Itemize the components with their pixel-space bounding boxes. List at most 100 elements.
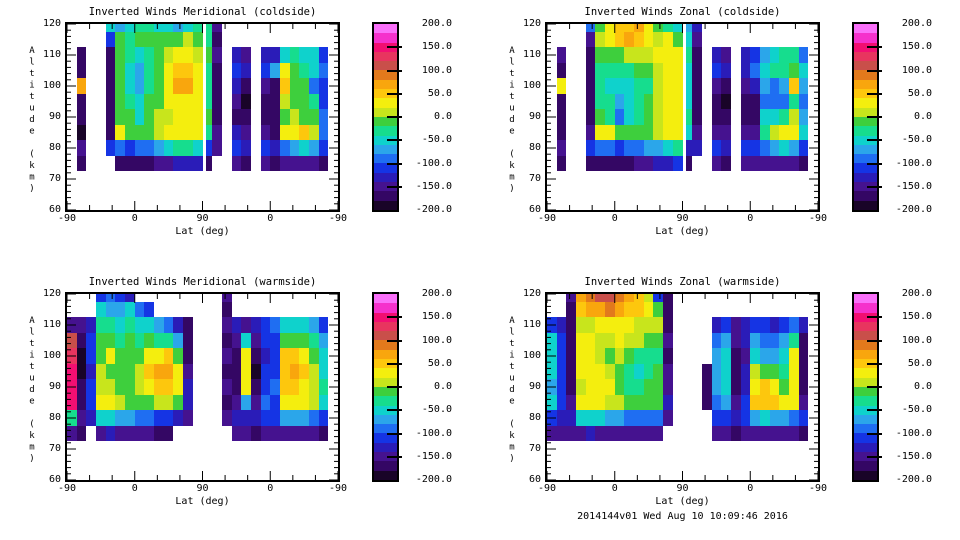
contour-cell [270, 78, 280, 94]
contour-cell [721, 317, 731, 333]
contour-cell [270, 109, 280, 125]
contour-cell [115, 31, 126, 48]
contour-cell [221, 301, 232, 318]
colorbar-tick [867, 116, 882, 118]
contour-cell [144, 394, 155, 411]
contour-cell [643, 155, 654, 172]
contour-cell [154, 93, 164, 110]
contour-cell [750, 78, 760, 94]
colorbar-band [374, 89, 397, 99]
contour-cell [634, 363, 644, 380]
contour-cell [173, 31, 184, 48]
contour-cell [595, 294, 606, 302]
contour-cell [624, 410, 635, 426]
contour-cell [653, 425, 664, 442]
contour-cell [76, 124, 87, 141]
contour-cell [154, 31, 164, 48]
contour-cell [740, 394, 751, 411]
colorbar-tick-label: -200.0 [895, 204, 932, 215]
contour-cell [721, 109, 731, 125]
contour-cell [721, 379, 731, 395]
contour-cell [163, 425, 174, 442]
contour-cell [105, 31, 116, 48]
contour-cell [711, 93, 722, 110]
contour-cell [556, 78, 567, 94]
contour-cell [595, 425, 606, 442]
contour-cell [260, 124, 271, 141]
contour-cell [605, 301, 615, 318]
contour-cell [76, 379, 87, 395]
contour-cell [614, 140, 625, 156]
contour-cell [769, 410, 780, 426]
contour-cell [289, 317, 300, 333]
contour-cell [279, 410, 290, 426]
contour-cell [585, 301, 596, 318]
contour-cell [125, 379, 135, 395]
contour-cell [183, 31, 193, 48]
contour-cell [144, 124, 155, 141]
colorbar-band [374, 294, 397, 304]
contour-cell [134, 140, 145, 156]
contour-cell [105, 301, 116, 318]
contour-cell [556, 394, 567, 411]
contour-cell [634, 62, 644, 79]
contour-cell [585, 410, 596, 426]
contour-cell [144, 410, 155, 426]
no-data-gap-line [682, 24, 686, 210]
contour-cell [105, 363, 116, 380]
contour-cell [653, 363, 664, 380]
contour-cell [663, 93, 673, 110]
colorbar-tick-label: 0.0 [913, 381, 932, 392]
contour-cell [67, 363, 77, 380]
colorbar-tick-label: -100.0 [415, 427, 452, 439]
contour-cell [634, 348, 644, 364]
contour-cell [759, 348, 770, 364]
contour-cell [299, 124, 309, 141]
colorbar-tick-label: -50.0 [421, 404, 452, 416]
colorbar-band [854, 312, 877, 322]
contour-cell [250, 317, 261, 333]
contour-cell [585, 348, 596, 364]
contour-cell [134, 93, 145, 110]
contour-cell [740, 317, 751, 333]
contour-cell [163, 363, 174, 380]
contour-cell [595, 155, 606, 172]
contour-cell [624, 348, 635, 364]
colorbar-band [854, 172, 877, 183]
contour-cell [556, 363, 567, 380]
contour-cell [105, 47, 116, 63]
contour-cell [585, 394, 596, 411]
colorbar-band [374, 377, 397, 387]
contour-cell [279, 78, 290, 94]
contour-cell [270, 47, 280, 63]
contour-cell [740, 410, 751, 426]
contour-cell [711, 78, 722, 94]
colorbar-tick-label: -50.0 [901, 134, 932, 146]
contour-cell [643, 301, 654, 318]
y-tick-label: 80 [528, 142, 541, 153]
contour-cell [183, 348, 193, 364]
axis-ticks [67, 24, 338, 210]
contour-cell [759, 109, 770, 125]
contour-cell [289, 140, 300, 156]
contour-cell [134, 24, 145, 32]
contour-cell [798, 363, 809, 380]
contour-cell [556, 425, 567, 442]
colorbar-band [854, 70, 877, 80]
contour-field [67, 294, 338, 442]
contour-cell [711, 47, 722, 63]
contour-cell [105, 78, 116, 94]
contour-cell [308, 332, 319, 349]
colorbar-tick [867, 46, 882, 49]
contour-cell [740, 124, 751, 141]
x-tick-label: 90 [196, 483, 209, 494]
contour-cell [624, 425, 635, 442]
colorbar-tick-label: 50.0 [427, 357, 452, 369]
colorbar-band [374, 42, 397, 52]
contour-cell [605, 363, 615, 380]
contour-cell [788, 47, 799, 63]
contour-cell [115, 78, 126, 94]
contour-cell [556, 155, 567, 172]
contour-cell [643, 140, 654, 156]
contour-cell [134, 47, 145, 63]
